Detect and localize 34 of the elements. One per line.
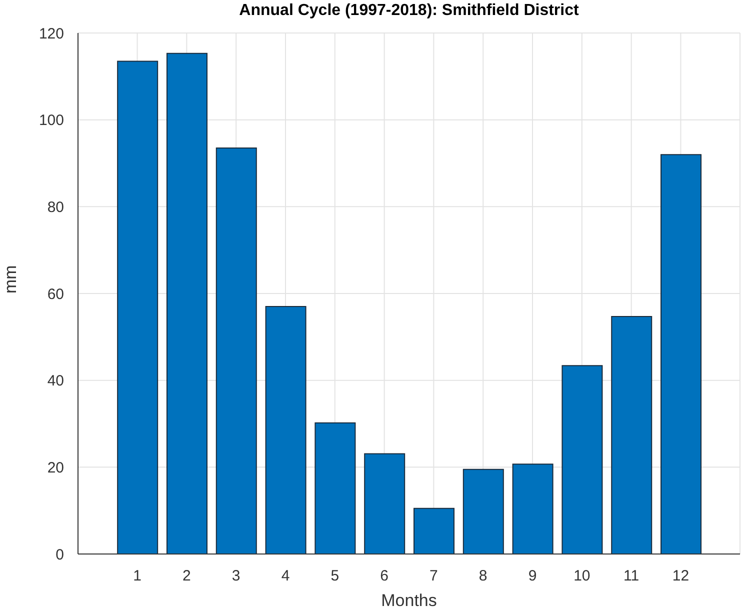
x-tick-label: 9 [528, 568, 537, 585]
x-tick-label: 11 [624, 568, 640, 585]
bar [611, 316, 652, 554]
bar [512, 464, 554, 554]
y-tick-label: 0 [56, 546, 64, 564]
bar [414, 508, 454, 554]
bar [265, 306, 306, 554]
bar [314, 422, 356, 554]
x-tick-label: 7 [430, 568, 438, 585]
y-tick-label: 60 [47, 286, 64, 303]
y-tick-label: 100 [38, 112, 64, 130]
y-tick-label: 80 [47, 198, 64, 216]
x-tick-label: 3 [232, 568, 240, 585]
x-tick-label: 2 [182, 568, 191, 585]
bar [562, 365, 603, 554]
bar [117, 60, 158, 554]
y-axis-title: mm [1, 265, 20, 294]
x-tick-label: 5 [330, 568, 340, 585]
y-tick-label: 40 [47, 372, 64, 390]
bar [462, 468, 504, 554]
bar [166, 52, 208, 554]
x-tick-label: 12 [672, 568, 690, 585]
y-tick-label: 120 [38, 25, 64, 42]
x-tick-label: 1 [133, 568, 142, 585]
x-tick-label: 8 [478, 568, 488, 585]
x-tick-label: 6 [380, 568, 388, 585]
bar [216, 148, 257, 554]
bar [364, 453, 406, 554]
bar [660, 154, 702, 554]
x-axis-title: Months [381, 591, 437, 610]
chart-title: Annual Cycle (1997-2018): Smithfield District [238, 2, 580, 20]
x-tick-label: 4 [281, 568, 290, 585]
y-tick-label: 20 [47, 459, 64, 476]
x-tick-label: 10 [574, 568, 590, 585]
